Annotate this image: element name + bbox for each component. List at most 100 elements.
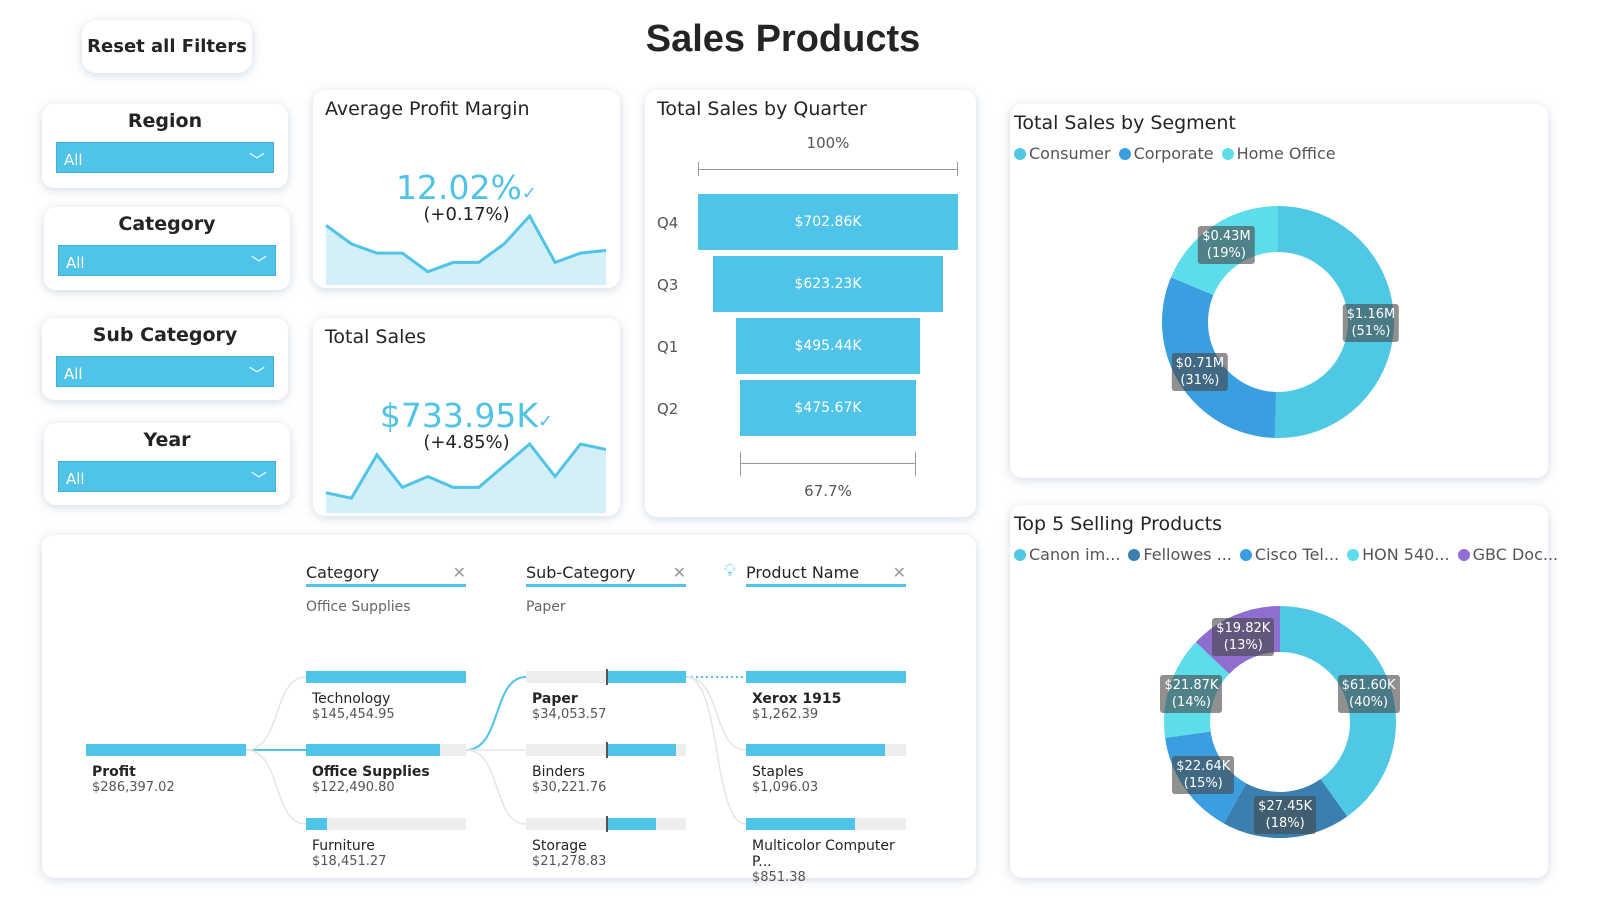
card-title: Average Profit Margin xyxy=(325,98,530,120)
chart-title: Total Sales by Segment xyxy=(1014,112,1236,134)
legend-item[interactable]: Cisco Tel... xyxy=(1239,545,1339,564)
tree-node[interactable]: Furniture $18,451.27 xyxy=(306,818,466,869)
node-bar xyxy=(746,818,906,830)
close-icon[interactable]: ✕ xyxy=(672,563,686,582)
category-slicer: Category All ﹀ xyxy=(44,207,290,290)
legend-dot-icon xyxy=(1128,549,1141,561)
sparkline-area xyxy=(326,444,606,513)
legend-item[interactable]: Home Office xyxy=(1221,144,1336,163)
header-label: Sub-Category xyxy=(526,563,636,582)
dropdown-value: All xyxy=(64,151,83,169)
donut-slice[interactable] xyxy=(1274,206,1394,438)
sub-category-dropdown[interactable]: All ﹀ xyxy=(56,356,274,387)
chevron-down-icon: ﹀ xyxy=(248,365,265,384)
node-name: Furniture xyxy=(312,838,375,854)
data-label: $19.82K (13%) xyxy=(1212,617,1275,656)
slicer-label: Sub Category xyxy=(92,324,238,346)
legend-item[interactable]: GBC Doc... xyxy=(1457,545,1558,564)
page-title: Sales Products xyxy=(645,18,921,60)
legend: Canon im... Fellowes ... Cisco Tel... HON 5… xyxy=(1014,545,1558,564)
node-value: $122,490.80 xyxy=(312,780,395,795)
node-value: $1,096.03 xyxy=(752,780,819,795)
node-name: Profit xyxy=(92,764,136,780)
kpi-value: $733.95K✓ xyxy=(313,396,620,435)
node-value: $21,278.83 xyxy=(532,854,607,869)
legend-dot-icon xyxy=(1457,549,1470,561)
chart-title: Total Sales by Quarter xyxy=(657,98,867,120)
data-label: $0.71M (31%) xyxy=(1171,353,1229,392)
node-bar xyxy=(746,671,906,683)
slicer-label: Category xyxy=(118,213,216,235)
node-value: $30,221.76 xyxy=(532,780,607,795)
kpi-value-text: 12.02% xyxy=(396,168,522,207)
legend-dot-icon xyxy=(1347,549,1360,561)
tree-node[interactable]: Binders $30,221.76 xyxy=(526,742,686,795)
bottom-bracket xyxy=(740,452,916,476)
top-percent: 100% xyxy=(806,134,850,152)
tree-node[interactable]: Office Supplies $122,490.80 xyxy=(306,744,466,795)
legend-dot-icon xyxy=(1014,148,1026,160)
legend-dot-icon xyxy=(1014,549,1026,561)
donut-slice[interactable] xyxy=(1162,277,1277,438)
sales-sparkline xyxy=(325,441,607,513)
avg-profit-margin-card: Average Profit Margin 12.02%✓ (+0.17%) xyxy=(313,90,620,288)
legend-item[interactable]: Consumer xyxy=(1014,144,1111,163)
quarter-bar[interactable]: $623.23K xyxy=(712,256,944,312)
kpi-change: (+0.17%) xyxy=(423,204,510,225)
tree-node[interactable]: Storage $21,278.83 xyxy=(526,816,686,869)
close-icon[interactable]: ✕ xyxy=(892,563,906,582)
tree-header-sub-category[interactable]: Sub-Category ✕ xyxy=(526,563,686,587)
tree-node[interactable]: Multicolor Computer P... $851.38 xyxy=(746,818,906,885)
tree-root-node[interactable]: Profit $286,397.02 xyxy=(86,744,246,795)
reset-filters-button[interactable]: Reset all Filters xyxy=(82,20,252,73)
node-name: Xerox 1915 xyxy=(752,691,842,707)
node-bar xyxy=(306,818,466,830)
quarter-bar[interactable]: $475.67K xyxy=(740,380,916,436)
header-label: Category xyxy=(306,563,380,582)
sales-by-segment-card: Total Sales by Segment Consumer Corporate… xyxy=(1010,104,1548,478)
tree-node[interactable]: Paper $34,053.57 xyxy=(526,669,686,722)
node-bar xyxy=(746,744,906,756)
node-bar xyxy=(526,669,686,685)
region-dropdown[interactable]: All ﹀ xyxy=(56,142,274,173)
node-name: Technology xyxy=(312,691,391,707)
quarter-label: Q1 xyxy=(657,338,679,356)
quarter-bar[interactable]: $495.44K xyxy=(736,318,920,374)
year-dropdown[interactable]: All ﹀ xyxy=(58,461,276,492)
legend-item[interactable]: HON 540... xyxy=(1347,545,1450,564)
tree-node[interactable]: Technology $145,454.95 xyxy=(306,671,466,722)
decomposition-tree: Profit $286,397.02 Category ✕ Office Supp… xyxy=(42,535,976,885)
legend-item[interactable]: Canon im... xyxy=(1014,545,1120,564)
sparkline-line xyxy=(325,441,607,500)
node-name: Paper xyxy=(532,691,578,707)
chart-title: Top 5 Selling Products xyxy=(1014,513,1222,535)
quarter-bar[interactable]: $702.86K xyxy=(698,194,958,250)
node-bar xyxy=(526,816,686,832)
node-name: Storage xyxy=(532,838,587,854)
close-icon[interactable]: ✕ xyxy=(452,563,466,582)
tree-header-category[interactable]: Category ✕ xyxy=(306,563,466,587)
chevron-down-icon: ﹀ xyxy=(250,254,267,273)
total-sales-card: Total Sales $733.95K✓ (+4.85%) xyxy=(313,318,620,516)
donut-slice[interactable] xyxy=(1280,606,1396,817)
data-label: $1.16M (51%) xyxy=(1342,304,1400,343)
data-label: $21.87K (14%) xyxy=(1160,674,1223,713)
node-value: $286,397.02 xyxy=(92,780,175,795)
node-bar xyxy=(306,671,466,683)
legend-dot-icon xyxy=(1239,549,1252,561)
top-bracket xyxy=(698,162,958,176)
category-dropdown[interactable]: All ﹀ xyxy=(58,245,276,276)
tree-node[interactable]: Staples $1,096.03 xyxy=(746,744,906,795)
kpi-value-text: $733.95K xyxy=(379,396,538,435)
legend: Consumer Corporate Home Office xyxy=(1014,144,1336,163)
node-value: $1,262.39 xyxy=(752,707,819,722)
data-label: $61.60K (40%) xyxy=(1337,674,1400,713)
region-slicer: Region All ﹀ xyxy=(42,104,288,188)
legend-item[interactable]: Corporate xyxy=(1118,144,1214,163)
chevron-down-icon: ﹀ xyxy=(248,151,265,170)
tree-header-product-name[interactable]: Product Name ✕ xyxy=(746,563,906,587)
tree-node[interactable]: Xerox 1915 $1,262.39 xyxy=(746,671,906,722)
node-name: Binders xyxy=(532,764,585,780)
node-value: $34,053.57 xyxy=(532,707,607,722)
legend-item[interactable]: Fellowes ... xyxy=(1128,545,1232,564)
